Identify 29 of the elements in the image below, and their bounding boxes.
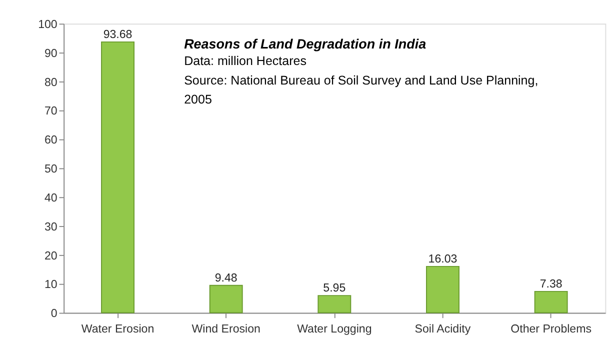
- text: Reasons of Land Degradation in India: [184, 36, 427, 52]
- data-label: 7.38: [540, 278, 562, 291]
- y-tick-label: 90: [44, 48, 58, 60]
- bar: [101, 41, 134, 314]
- bar: [426, 266, 460, 314]
- y-tick-label: 10: [44, 279, 58, 292]
- data-label: 16.03: [428, 254, 458, 266]
- y-tick-label: 20: [44, 250, 58, 262]
- annotation: Source: National Bureau of Soil Survey and Land Use Planning, 2005: [184, 73, 538, 107]
- y-tick-label: 80: [44, 76, 58, 89]
- x-tick-label: Water Logging: [297, 324, 372, 336]
- y-tick-label: 70: [44, 106, 58, 118]
- bar: [209, 284, 243, 314]
- data-label: 5.95: [323, 282, 346, 295]
- y-tick-label: 50: [44, 164, 58, 176]
- x-tick-label: Wind Erosion: [192, 324, 260, 336]
- y-tick-label: 0: [50, 308, 58, 320]
- annotation: Data: million Hectares: [184, 54, 306, 68]
- y-tick-label: 40: [44, 192, 58, 204]
- y-tick-label: 100: [38, 18, 58, 31]
- x-tick-label: Water Erosion: [81, 324, 154, 336]
- x-tick-label: Other Problems: [510, 324, 592, 336]
- x-tick-label: Soil Acidity: [414, 324, 471, 336]
- data-label: 9.48: [214, 272, 238, 285]
- bar: [318, 295, 352, 314]
- y-tick-label: 30: [44, 221, 58, 234]
- y-tick-label: 60: [44, 134, 58, 147]
- bar: [534, 290, 568, 314]
- data-label: 93.68: [103, 29, 132, 42]
